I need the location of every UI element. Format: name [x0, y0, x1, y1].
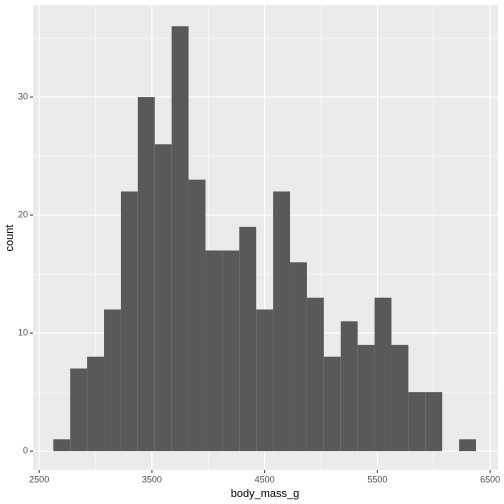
bar	[222, 250, 240, 452]
x-tick-label: 3500	[142, 474, 162, 484]
bar	[239, 226, 257, 452]
bar	[70, 368, 88, 452]
bar	[87, 356, 105, 452]
bar	[374, 297, 392, 452]
bar	[306, 297, 324, 452]
y-tick-label: 30	[18, 91, 28, 101]
x-tick-label: 5500	[367, 474, 387, 484]
bar	[323, 356, 341, 452]
bar	[137, 97, 155, 452]
y-tick-label: 20	[18, 209, 28, 219]
bar	[340, 321, 358, 452]
bar	[205, 250, 223, 452]
bar	[171, 26, 189, 452]
bar	[256, 309, 274, 452]
x-tick-label: 4500	[255, 474, 275, 484]
bar	[188, 179, 206, 452]
bar	[391, 344, 409, 452]
bar	[425, 392, 443, 452]
bar	[120, 191, 138, 452]
x-tick-label: 6500	[480, 474, 500, 484]
bar	[408, 392, 426, 452]
x-tick-label: 2500	[29, 474, 49, 484]
bar	[357, 344, 375, 452]
bar	[290, 262, 307, 452]
bar	[104, 309, 121, 452]
y-tick-label: 0	[23, 445, 28, 455]
bar	[273, 191, 291, 452]
x-axis-title: body_mass_g	[231, 488, 300, 500]
y-axis-title: count	[4, 225, 16, 252]
bar	[53, 439, 71, 452]
bar	[459, 439, 477, 452]
y-tick-label: 10	[18, 327, 28, 337]
bar	[154, 144, 172, 452]
